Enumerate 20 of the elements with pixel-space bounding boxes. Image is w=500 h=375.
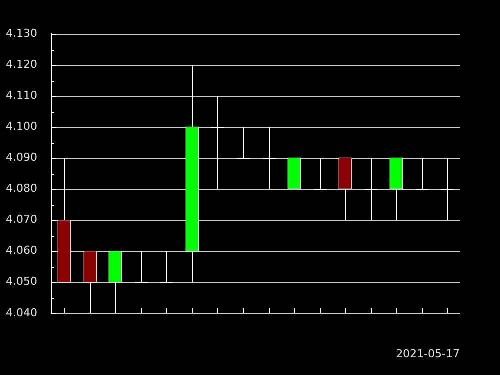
y-tick-label: 4.090 xyxy=(6,151,38,164)
y-tick-label: 4.120 xyxy=(6,58,38,71)
candlestick xyxy=(236,126,250,159)
y-tick-label: 4.080 xyxy=(6,182,38,196)
candlestick xyxy=(440,158,454,221)
y-tick-label: 4.130 xyxy=(6,26,38,40)
y-tick-label: 4.100 xyxy=(6,120,38,133)
y-tick-label: 4.050 xyxy=(6,275,38,288)
candlestick xyxy=(134,250,148,283)
candlestick xyxy=(416,158,430,190)
y-tick-label: 4.070 xyxy=(6,213,38,226)
candlestick xyxy=(210,96,224,190)
candlestick xyxy=(364,158,378,221)
y-tick-label: 4.110 xyxy=(6,88,38,102)
candlestick xyxy=(314,158,328,190)
candlestick xyxy=(160,250,174,283)
candlestick xyxy=(262,126,276,190)
x-axis-title: 2021-05-17 xyxy=(396,347,460,360)
y-tick-label: 4.060 xyxy=(6,244,38,258)
y-tick-label: 4.040 xyxy=(6,306,38,320)
